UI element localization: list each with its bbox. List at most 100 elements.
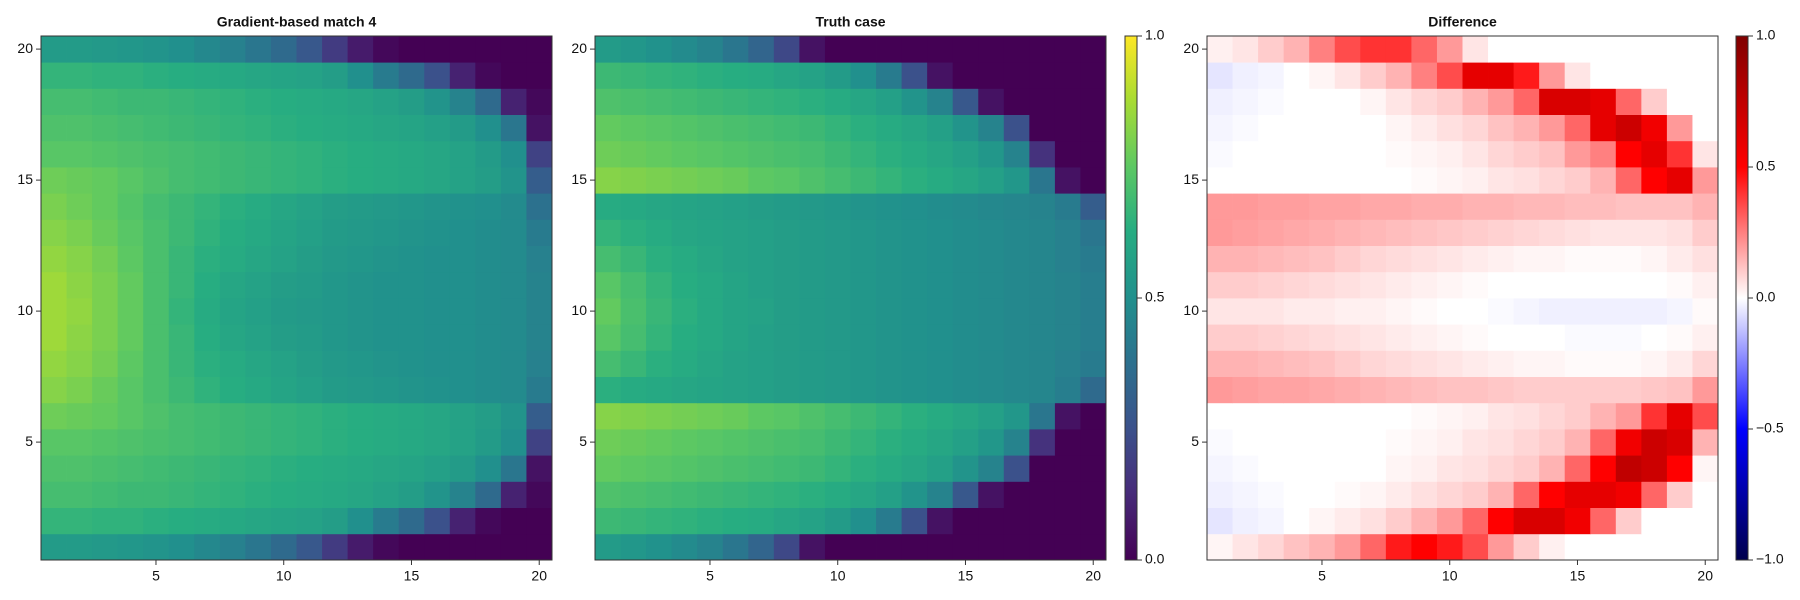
heatmap-cell <box>1488 429 1514 456</box>
colorbar-tick-label: 1.0 <box>1756 27 1776 43</box>
heatmap-cell <box>620 36 647 63</box>
heatmap-cell <box>824 533 851 561</box>
heatmap-cell <box>500 429 527 456</box>
heatmap-cell <box>1692 245 1719 273</box>
heatmap-cell <box>92 455 119 482</box>
heatmap-cell <box>876 455 902 482</box>
heatmap-cell <box>1539 429 1566 456</box>
heatmap-cell <box>194 402 221 430</box>
heatmap-cell <box>296 324 323 351</box>
heatmap-cell <box>194 193 221 220</box>
heatmap-cell <box>1232 114 1259 142</box>
heatmap-cell <box>1258 507 1285 535</box>
heatmap-cell <box>1029 298 1056 325</box>
heatmap-cell <box>1385 402 1412 430</box>
heatmap-cell <box>1232 350 1259 377</box>
heatmap-cell <box>1666 481 1693 508</box>
heatmap-cell <box>748 140 775 168</box>
heatmap-cell <box>697 88 724 115</box>
heatmap-cell <box>1309 62 1336 89</box>
heatmap-cell <box>1080 167 1107 194</box>
heatmap-cell <box>1309 167 1336 194</box>
heatmap-cell <box>296 298 323 325</box>
heatmap-cell <box>1003 193 1030 220</box>
heatmap-cell <box>1590 481 1617 508</box>
heatmap-cell <box>901 271 928 299</box>
heatmap-cell <box>373 533 400 561</box>
heatmap-cell <box>824 481 851 508</box>
heatmap-cell <box>1232 533 1259 561</box>
heatmap-cell <box>168 140 195 168</box>
heatmap-cell <box>1615 298 1642 325</box>
heatmap-cell <box>1513 507 1540 535</box>
heatmap-cell <box>722 193 749 220</box>
heatmap-cell <box>245 140 272 168</box>
heatmap-cell <box>978 62 1005 89</box>
heatmap-cell <box>671 350 698 377</box>
heatmap-cell <box>850 271 877 299</box>
heatmap-cell <box>1207 62 1233 89</box>
heatmap-cell <box>978 88 1005 115</box>
heatmap-cell <box>92 481 119 508</box>
heatmap-cell <box>1564 140 1591 168</box>
heatmap-cell <box>270 36 297 63</box>
heatmap-cell <box>194 62 221 89</box>
y-tick-label: 15 <box>17 171 33 187</box>
heatmap-cell <box>194 324 221 351</box>
heatmap-cell <box>1615 88 1642 115</box>
heatmap-cell <box>671 193 698 220</box>
heatmap-cell <box>1283 245 1310 273</box>
heatmap-cell <box>219 140 246 168</box>
heatmap-cell <box>620 507 647 535</box>
heatmap-cell <box>475 376 502 404</box>
heatmap-cell <box>773 429 800 456</box>
heatmap-cell <box>748 36 775 63</box>
heatmap-cell <box>1385 271 1412 299</box>
heatmap-cell <box>322 481 348 508</box>
heatmap-cell <box>1054 324 1081 351</box>
heatmap-cell <box>1564 167 1591 194</box>
heatmap-cell <box>1564 62 1591 89</box>
heatmap-cell <box>1207 298 1233 325</box>
heatmap-cell <box>1054 507 1081 535</box>
heatmap-cell <box>41 455 67 482</box>
heatmap-cell <box>143 429 170 456</box>
heatmap-cell <box>1029 271 1056 299</box>
heatmap-cell <box>1283 350 1310 377</box>
heatmap-cell <box>1539 533 1566 561</box>
heatmap-cell <box>773 62 800 89</box>
heatmap-cell <box>1283 219 1310 246</box>
heatmap-cell <box>1309 271 1336 299</box>
heatmap-cell <box>347 271 374 299</box>
heatmap-cell <box>1003 167 1030 194</box>
heatmap-cell <box>1232 481 1259 508</box>
heatmap-cell <box>1334 481 1361 508</box>
heatmap-cell <box>1513 193 1540 220</box>
heatmap-cell <box>424 402 451 430</box>
heatmap-cell <box>876 245 902 273</box>
heatmap-cell <box>620 298 647 325</box>
heatmap-cell <box>424 324 451 351</box>
heatmap-cell <box>296 140 323 168</box>
heatmap-cell <box>901 245 928 273</box>
heatmap-cell <box>876 114 902 142</box>
heatmap-cell <box>927 429 954 456</box>
heatmap-cell <box>475 245 502 273</box>
heatmap-cell <box>722 533 749 561</box>
heatmap-cell <box>143 245 170 273</box>
heatmap-cell <box>500 167 527 194</box>
heatmap-cell <box>373 507 400 535</box>
heatmap-cell <box>475 88 502 115</box>
heatmap-cell <box>1411 429 1438 456</box>
heatmap-cell <box>620 62 647 89</box>
heatmap-cell <box>824 298 851 325</box>
heatmap-cell <box>322 167 348 194</box>
heatmap-cell <box>876 36 902 63</box>
heatmap-cell <box>850 88 877 115</box>
heatmap-cell <box>1590 298 1617 325</box>
x-tick-label: 10 <box>830 568 846 584</box>
heatmap-cell <box>1513 298 1540 325</box>
heatmap-cell <box>1080 36 1107 63</box>
heatmap-cell <box>168 481 195 508</box>
